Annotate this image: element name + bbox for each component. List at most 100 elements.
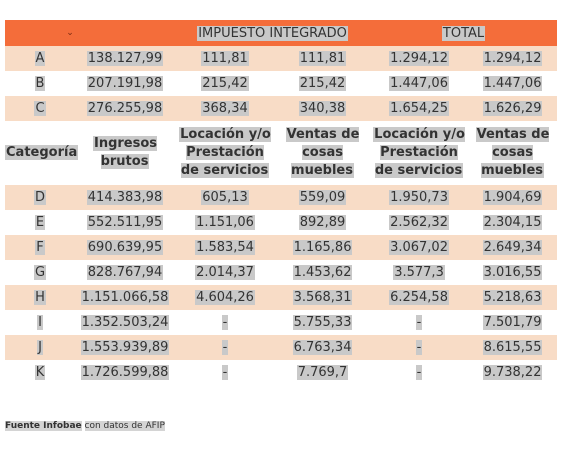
group-header: TOTAL (441, 25, 486, 41)
cell-text: G (33, 265, 47, 280)
cell: F (5, 235, 75, 260)
cell: 690.639,95 (75, 235, 176, 260)
cell: C (5, 96, 75, 121)
cell-text: - (221, 340, 229, 355)
cell: B (5, 71, 75, 96)
cell: 276.255,98 (75, 96, 176, 121)
cell-text: 828.767,94 (86, 265, 164, 280)
cell: 215,42 (175, 71, 275, 96)
cell-text: 1.626,29 (482, 101, 543, 116)
cell: 3.568,31 (275, 285, 371, 310)
table-row: B 207.191,98 215,42 215,42 1.447,06 1.447,06 (5, 71, 557, 96)
cell: 1.553.939,89 (75, 335, 176, 360)
cell-text: 138.127,99 (86, 51, 164, 66)
cell-text: 559,09 (298, 190, 347, 205)
cell-text: 2.649,34 (482, 240, 543, 255)
cell-text: J (37, 340, 43, 355)
cell-text: 215,42 (298, 76, 347, 91)
cell: 1.352.503,24 (75, 310, 175, 335)
cell: 3.067,02 (370, 235, 469, 260)
source: Fuente Infobae (5, 421, 82, 431)
cell: 1.453,62 (275, 260, 370, 285)
cell-text: 2.562,32 (389, 215, 449, 230)
cell: K (5, 360, 75, 385)
cell-text: 111,81 (298, 51, 347, 66)
cell-text: Categoría (5, 145, 79, 160)
cell-text: 1.553.939,89 (80, 340, 170, 355)
cell: Ventas de cosas muebles (468, 121, 557, 185)
cell-text: Ingresos brutos (92, 136, 158, 169)
cell: 414.383,98 (75, 185, 176, 210)
cell-text: 2.014,37 (195, 265, 255, 280)
cell-text: Ventas de cosas muebles (475, 127, 550, 178)
cell: 340,38 (275, 96, 371, 121)
table-row: E 552.511,95 1.151,06 892,89 2.562,32 2.304,1… (5, 210, 557, 235)
cell-text: D (33, 190, 46, 205)
cell-text: 1.726.599,88 (80, 365, 170, 380)
cell-text: - (415, 315, 423, 330)
header-cell: TOTAL (370, 20, 558, 46)
cell-text: H (34, 290, 46, 305)
cell-text: 1.654,25 (389, 101, 449, 116)
cell-text: 7.769,7 (296, 365, 349, 380)
cell-text: 1.165,86 (292, 240, 353, 255)
cell-text: 6.254,58 (389, 290, 449, 305)
cell: - (370, 360, 468, 385)
cell: Ingresos brutos (75, 121, 175, 185)
cell: A (5, 46, 75, 71)
cell: 111,81 (175, 46, 276, 71)
cell: 368,34 (175, 96, 276, 121)
cell: 1.165,86 (275, 235, 371, 260)
cell-text: 207.191,98 (86, 76, 164, 91)
cell-text: 1.453,62 (292, 265, 353, 280)
cell-text: 1.151,06 (195, 215, 255, 230)
group-header-row: ⌄ IMPUESTO INTEGRADO TOTAL (5, 20, 558, 46)
table-body: ⌄ IMPUESTO INTEGRADO TOTAL A 138.127,99 11… (5, 20, 558, 385)
cell-text: 340,38 (298, 101, 347, 116)
cell: Ventas de cosas muebles (275, 121, 370, 185)
cell: I (5, 310, 75, 335)
cell-text: 1.904,69 (482, 190, 543, 205)
cell-text: 1.583,54 (195, 240, 255, 255)
cell: 215,42 (275, 71, 370, 96)
cell: H (5, 285, 75, 310)
cell: 7.501,79 (468, 310, 557, 335)
cell: 6.763,34 (275, 335, 371, 360)
cell-text: 1.950,73 (389, 190, 449, 205)
cell: 1.294,12 (468, 46, 558, 71)
source-note: con datos de AFIP (84, 421, 165, 431)
cell: 1.583,54 (175, 235, 276, 260)
cell-text: 4.604,26 (195, 290, 255, 305)
cell: 1.447,06 (468, 71, 557, 96)
cell: - (175, 335, 276, 360)
cell: 2.649,34 (468, 235, 558, 260)
cell-text: C (34, 101, 46, 116)
cell-text: 7.501,79 (482, 315, 543, 330)
cell-text: 1.447,06 (389, 76, 449, 91)
cell: 5.218,63 (468, 285, 558, 310)
cell: 892,89 (275, 210, 370, 235)
cell-text: 5.218,63 (482, 290, 543, 305)
cell: 1.626,29 (468, 96, 558, 121)
cell-text: 2.304,15 (482, 215, 543, 230)
table-row: D 414.383,98 605,13 559,09 1.950,73 1.904,69 (5, 185, 558, 210)
cell: 4.604,26 (175, 285, 276, 310)
cell-text: 1.352.503,24 (80, 315, 170, 330)
cell-text: 5.755,33 (292, 315, 353, 330)
cell: 1.294,12 (370, 46, 469, 71)
cell-text: 892,89 (298, 215, 347, 230)
cell: 138.127,99 (75, 46, 176, 71)
column-header-row: Categoría Ingresos brutos Locación y/o Pre… (5, 121, 557, 185)
cell-text: Ventas de cosas muebles (285, 127, 360, 178)
cell-text: A (34, 51, 46, 66)
table-row: K 1.726.599,88 - 7.769,7 - 9.738,22 (5, 360, 557, 385)
cell: 1.447,06 (370, 71, 468, 96)
cell: - (370, 335, 469, 360)
cell-text: F (35, 240, 45, 255)
cell-text: 1.151.066,58 (80, 290, 170, 305)
cell: 1.904,69 (468, 185, 558, 210)
group-header: IMPUESTO INTEGRADO (197, 25, 348, 41)
table-row: H 1.151.066,58 4.604,26 3.568,31 6.254,58 5.2… (5, 285, 558, 310)
dropdown-icon[interactable]: ⌄ (66, 27, 74, 38)
